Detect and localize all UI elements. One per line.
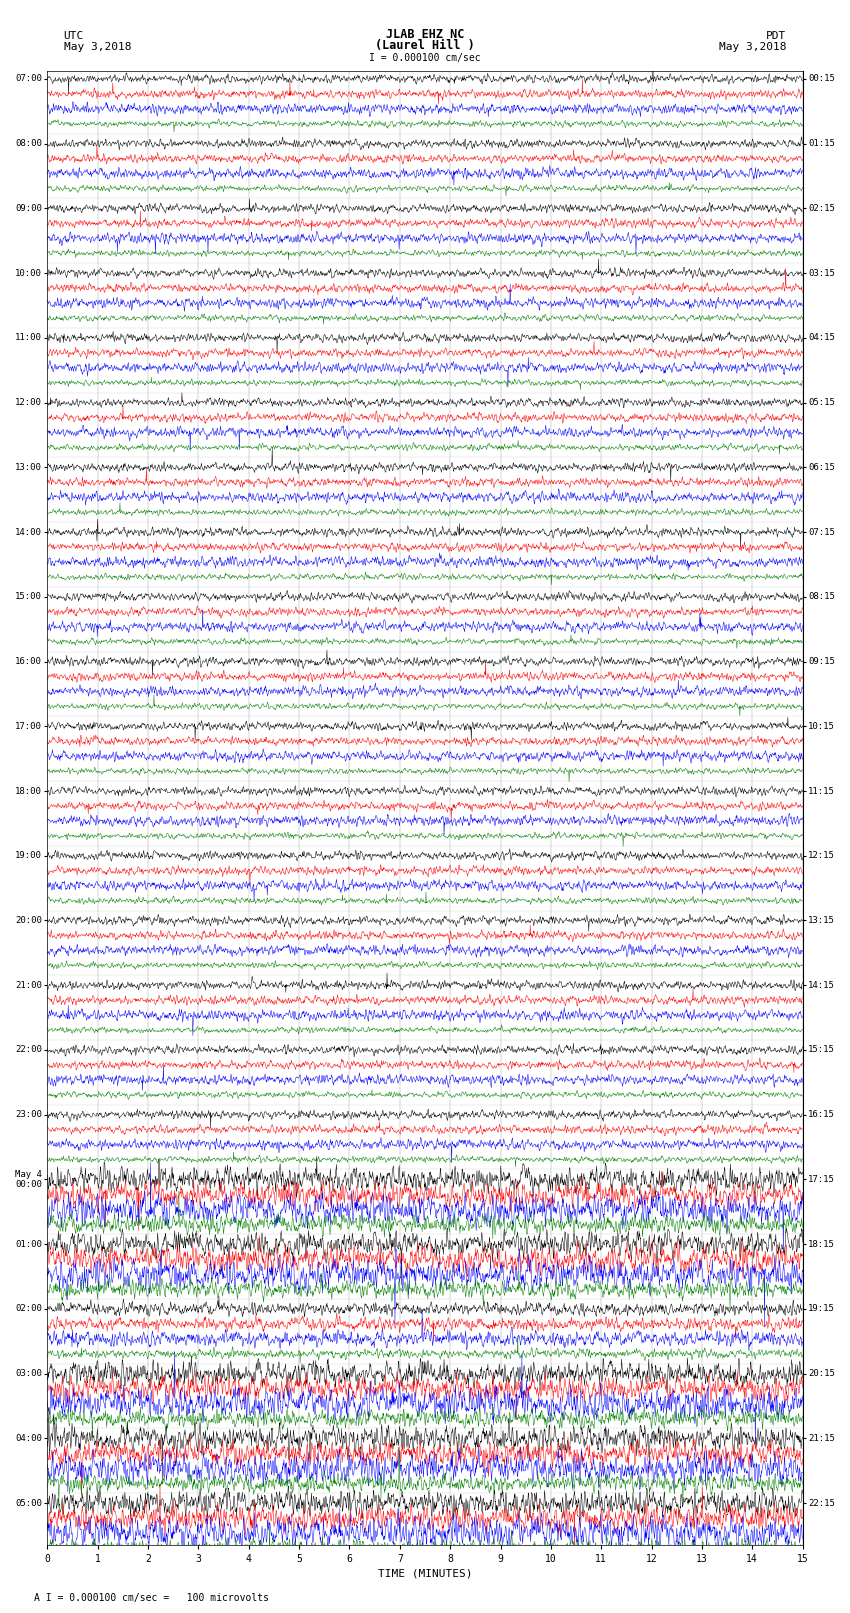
Text: PDT: PDT [766, 31, 786, 40]
Text: UTC: UTC [64, 31, 84, 40]
X-axis label: TIME (MINUTES): TIME (MINUTES) [377, 1569, 473, 1579]
Text: May 3,2018: May 3,2018 [719, 42, 786, 52]
Text: (Laurel Hill ): (Laurel Hill ) [375, 39, 475, 52]
Text: May 3,2018: May 3,2018 [64, 42, 131, 52]
Text: A I = 0.000100 cm/sec =   100 microvolts: A I = 0.000100 cm/sec = 100 microvolts [34, 1594, 269, 1603]
Text: I = 0.000100 cm/sec: I = 0.000100 cm/sec [369, 53, 481, 63]
Text: JLAB EHZ NC: JLAB EHZ NC [386, 27, 464, 40]
